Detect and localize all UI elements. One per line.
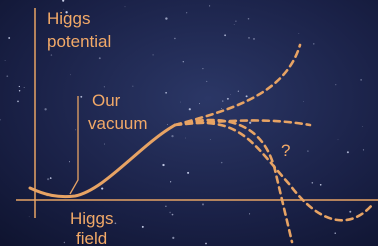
vacuum-label: vacuum bbox=[88, 114, 148, 133]
star bbox=[209, 5, 210, 6]
star bbox=[335, 84, 336, 85]
star bbox=[189, 108, 191, 110]
star bbox=[253, 38, 255, 40]
star bbox=[104, 86, 105, 87]
star bbox=[125, 6, 126, 7]
star bbox=[99, 57, 101, 59]
star bbox=[206, 81, 207, 82]
star bbox=[298, 33, 299, 34]
star bbox=[50, 177, 52, 179]
star bbox=[222, 101, 223, 102]
star bbox=[115, 222, 117, 224]
star bbox=[221, 162, 222, 163]
star bbox=[227, 98, 229, 100]
star bbox=[320, 184, 322, 186]
star bbox=[303, 101, 304, 102]
star bbox=[202, 203, 204, 205]
star bbox=[6, 75, 8, 77]
star bbox=[199, 103, 200, 104]
star bbox=[249, 122, 251, 124]
star bbox=[347, 151, 349, 153]
star bbox=[313, 43, 314, 44]
star bbox=[186, 12, 187, 13]
y-axis-label: potential bbox=[47, 32, 111, 51]
star bbox=[172, 214, 174, 216]
star bbox=[64, 242, 65, 243]
star bbox=[338, 139, 339, 140]
star bbox=[165, 92, 167, 94]
star bbox=[360, 79, 361, 80]
star bbox=[165, 17, 167, 19]
star bbox=[104, 144, 105, 145]
star bbox=[248, 37, 250, 39]
star bbox=[234, 24, 235, 25]
unknown-label: ? bbox=[281, 141, 290, 160]
star bbox=[205, 243, 207, 245]
star bbox=[235, 21, 236, 22]
star bbox=[249, 213, 250, 214]
star bbox=[70, 74, 71, 75]
star bbox=[230, 94, 231, 95]
star bbox=[202, 68, 203, 69]
star bbox=[183, 61, 184, 62]
star bbox=[363, 149, 364, 150]
star bbox=[162, 164, 164, 166]
star bbox=[80, 96, 82, 98]
star bbox=[248, 18, 250, 20]
star bbox=[101, 188, 103, 190]
star bbox=[8, 37, 10, 39]
star bbox=[29, 216, 30, 217]
star bbox=[51, 54, 52, 55]
star bbox=[238, 91, 239, 92]
star bbox=[170, 181, 171, 182]
star bbox=[312, 182, 314, 184]
star bbox=[142, 226, 144, 228]
star bbox=[246, 95, 248, 97]
diagram: Higgs potential Our vacuum ? Higgs field bbox=[0, 0, 378, 246]
star bbox=[24, 87, 25, 88]
star bbox=[44, 108, 46, 110]
star bbox=[167, 124, 168, 125]
star bbox=[152, 54, 153, 55]
star bbox=[169, 212, 170, 213]
vacuum-label: Our bbox=[92, 91, 121, 110]
star bbox=[187, 172, 189, 174]
star bbox=[171, 135, 173, 137]
page: Higgs potential Our vacuum ? Higgs field… bbox=[0, 0, 378, 246]
star bbox=[19, 86, 20, 87]
star bbox=[47, 178, 49, 180]
star bbox=[349, 211, 351, 213]
star bbox=[19, 90, 20, 91]
x-axis-label: field bbox=[76, 229, 107, 246]
star bbox=[165, 206, 166, 207]
star bbox=[185, 138, 186, 139]
star bbox=[75, 129, 76, 130]
star bbox=[335, 233, 336, 234]
star bbox=[174, 38, 175, 39]
star bbox=[5, 60, 6, 61]
y-axis-label: Higgs bbox=[47, 9, 90, 28]
star bbox=[210, 139, 211, 140]
star bbox=[69, 161, 70, 162]
x-axis-label: Higgs bbox=[70, 209, 113, 228]
star bbox=[307, 150, 309, 152]
star bbox=[362, 126, 363, 127]
star bbox=[172, 237, 174, 239]
star bbox=[224, 34, 226, 36]
star bbox=[17, 100, 19, 102]
star bbox=[180, 102, 181, 103]
star bbox=[221, 108, 222, 109]
star bbox=[133, 86, 134, 87]
